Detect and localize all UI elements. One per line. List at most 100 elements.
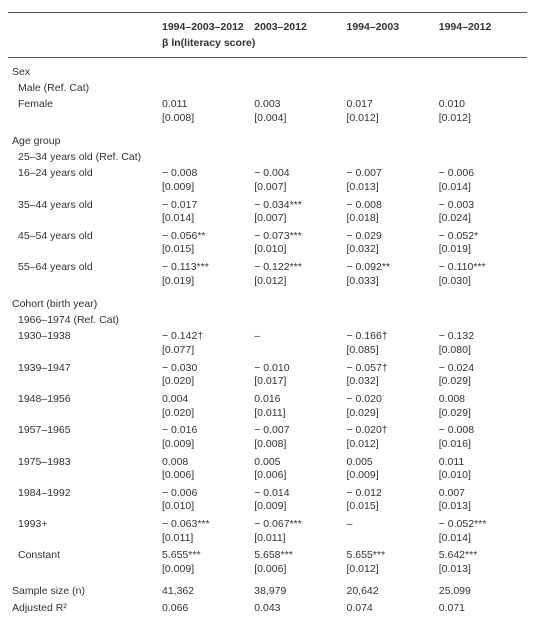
cell-value [343,149,435,165]
cell-value: 5.658***[0.006] [250,547,342,578]
table-row: 1930–1938− 0.142†[0.077]–− 0.166†[0.085]… [8,328,527,359]
table-row: Constant5.655***[0.009]5.658***[0.006]5.… [8,547,527,578]
header-col-3: 1994–2003 [343,13,435,36]
table-row: Sample size (n)41,36238,97920,64225,099 [8,579,527,601]
cell-value: − 0.122***[0.012] [250,259,342,290]
cell-value: 5.655***[0.012] [343,547,435,578]
cell-value [250,149,342,165]
cell-value: − 0.003[0.024] [435,197,527,228]
cell-value: 5.642***[0.013] [435,547,527,578]
cell-value: 0.008[0.006] [158,454,250,485]
table-row: 55–64 years old− 0.113***[0.019]− 0.122*… [8,259,527,290]
cell-value: − 0.034***[0.007] [250,197,342,228]
row-label: 1957–1965 [8,422,158,453]
row-label: Male (Ref. Cat) [8,80,158,96]
row-label: Adjusted R² [8,600,158,618]
section-label: Sex [8,58,527,81]
row-label: 1948–1956 [8,391,158,422]
cell-value [158,80,250,96]
table-row: 1939–1947− 0.030[0.020]− 0.010[0.017]− 0… [8,360,527,391]
row-label: 1984–1992 [8,485,158,516]
cell-value: − 0.020†[0.012] [343,422,435,453]
row-label: 45–54 years old [8,228,158,259]
row-label: 35–44 years old [8,197,158,228]
table-row: 16–24 years old− 0.008[0.009]− 0.004[0.0… [8,165,527,196]
cell-value: 41,362 [158,579,250,601]
table-row: 1948–19560.004[0.020]0.016[0.011]− 0.020… [8,391,527,422]
cell-value: − 0.142†[0.077] [158,328,250,359]
cell-value: − 0.132[0.080] [435,328,527,359]
cell-value [158,149,250,165]
cell-value: − 0.006[0.010] [158,485,250,516]
cell-value: − 0.052***[0.014] [435,516,527,547]
cell-value: 0.017[0.012] [343,96,435,127]
cell-value: − 0.057†[0.032] [343,360,435,391]
cell-value: 38,979 [250,579,342,601]
cell-value: 0.074 [343,600,435,618]
table-row: 1975–19830.008[0.006]0.005[0.006]0.005[0… [8,454,527,485]
cell-value: 0.066 [158,600,250,618]
cell-value: − 0.073***[0.010] [250,228,342,259]
cell-value: 0.004[0.020] [158,391,250,422]
cell-value: − 0.016[0.009] [158,422,250,453]
row-label: 16–24 years old [8,165,158,196]
header-col-4: 1994–2012 [435,13,527,36]
row-label: 1930–1938 [8,328,158,359]
cell-value [250,80,342,96]
cell-value [435,80,527,96]
row-label: 55–64 years old [8,259,158,290]
cell-value: − 0.007[0.013] [343,165,435,196]
cell-value: − 0.113***[0.019] [158,259,250,290]
cell-value [250,312,342,328]
row-label: 1993+ [8,516,158,547]
cell-value: 0.043 [250,600,342,618]
cell-value [343,80,435,96]
row-label: Constant [8,547,158,578]
cell-value: − 0.166†[0.085] [343,328,435,359]
subhead-empty [8,35,158,58]
cell-value: − 0.008[0.018] [343,197,435,228]
regression-table: 1994–2003–2012 2003–2012 1994–2003 1994–… [8,12,527,618]
cell-value [158,312,250,328]
section-label: Cohort (birth year) [8,290,527,312]
cell-value: − 0.008[0.009] [158,165,250,196]
table-row: 35–44 years old− 0.017[0.014]− 0.034***[… [8,197,527,228]
table-row: 1993+− 0.063***[0.011]− 0.067***[0.011]–… [8,516,527,547]
cell-value: 0.005[0.006] [250,454,342,485]
cell-value: − 0.017[0.014] [158,197,250,228]
cell-value: – [343,516,435,547]
header-empty [8,13,158,36]
cell-value: 0.010[0.012] [435,96,527,127]
cell-value [343,312,435,328]
cell-value: − 0.007[0.008] [250,422,342,453]
row-label: 25–34 years old (Ref. Cat) [8,149,158,165]
cell-value: 0.071 [435,600,527,618]
table-row: 1966–1974 (Ref. Cat) [8,312,527,328]
cell-value [435,149,527,165]
cell-value: − 0.010[0.017] [250,360,342,391]
cell-value: − 0.092**[0.033] [343,259,435,290]
cell-value: 5.655***[0.009] [158,547,250,578]
cell-value: 0.011[0.008] [158,96,250,127]
cell-value: − 0.110***[0.030] [435,259,527,290]
cell-value: 20,642 [343,579,435,601]
table-row: Female0.011[0.008]0.003[0.004]0.017[0.01… [8,96,527,127]
section-label: Age group [8,127,527,149]
cell-value: − 0.020[0.029] [343,391,435,422]
row-label: 1975–1983 [8,454,158,485]
cell-value: − 0.052*[0.019] [435,228,527,259]
cell-value: − 0.004[0.007] [250,165,342,196]
table-row: Male (Ref. Cat) [8,80,527,96]
row-label: 1939–1947 [8,360,158,391]
table-row: Adjusted R²0.0660.0430.0740.071 [8,600,527,618]
table-row: 25–34 years old (Ref. Cat) [8,149,527,165]
cell-value: − 0.006[0.014] [435,165,527,196]
table-row: 45–54 years old− 0.056**[0.015]− 0.073**… [8,228,527,259]
cell-value: − 0.014[0.009] [250,485,342,516]
cell-value: − 0.029[0.032] [343,228,435,259]
cell-value: − 0.063***[0.011] [158,516,250,547]
cell-value: 0.003[0.004] [250,96,342,127]
cell-value: 0.007[0.013] [435,485,527,516]
table-row: 1984–1992− 0.006[0.010]− 0.014[0.009]− 0… [8,485,527,516]
cell-value: − 0.067***[0.011] [250,516,342,547]
